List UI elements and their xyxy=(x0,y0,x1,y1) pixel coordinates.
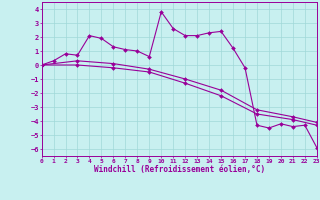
X-axis label: Windchill (Refroidissement éolien,°C): Windchill (Refroidissement éolien,°C) xyxy=(94,165,265,174)
